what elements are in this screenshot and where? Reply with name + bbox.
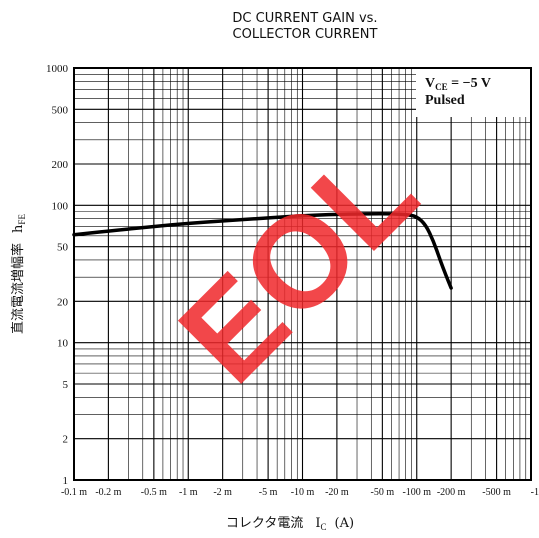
x-tick-label: -100 m bbox=[402, 487, 431, 498]
x-tick-label: -200 m bbox=[437, 487, 466, 498]
y-tick-label: 1000 bbox=[46, 63, 69, 75]
annotation-vce-sub: CE bbox=[435, 82, 448, 92]
y-tick-label: 100 bbox=[52, 200, 69, 212]
annotation-pulsed: Pulsed bbox=[425, 93, 465, 108]
annotation-vce: VCE = −5 V bbox=[425, 76, 491, 92]
grid-major bbox=[73, 68, 531, 481]
x-tick-label: -5 m bbox=[259, 487, 278, 498]
y-tick-label: 20 bbox=[57, 296, 69, 308]
x-axis-label-sub: C bbox=[321, 522, 327, 532]
series-layer bbox=[72, 212, 453, 290]
y-axis-label-text: 直流電流増幅率 bbox=[10, 243, 26, 334]
y-tick-label: 10 bbox=[57, 338, 69, 350]
watermark-eol: EOL bbox=[152, 118, 444, 410]
x-axis-label-symbol: I bbox=[315, 516, 320, 531]
x-tick-label: -0.1 m bbox=[61, 487, 87, 498]
x-tick-label: -50 m bbox=[371, 487, 395, 498]
y-tick-label: 2 bbox=[63, 434, 69, 446]
svg-text:直流電流増幅率hFE: 直流電流増幅率 hFE bbox=[10, 214, 27, 334]
chart-title-line-2: COLLECTOR CURRENT bbox=[233, 27, 378, 42]
x-tick-label: -500 m bbox=[482, 487, 511, 498]
y-axis-label-symbol: h bbox=[11, 224, 26, 233]
y-tick-label: 5 bbox=[63, 379, 69, 391]
y-tick-label: 200 bbox=[52, 159, 69, 171]
chart-title-line-1: DC CURRENT GAIN vs. bbox=[232, 11, 377, 26]
x-tick-label: -10 m bbox=[291, 487, 315, 498]
x-tick-label: -0.5 m bbox=[141, 487, 167, 498]
x-axis-label: コレクタ電流 IC (A) bbox=[226, 516, 354, 532]
annotation-vce-symbol: V bbox=[425, 76, 435, 91]
x-axis-label-text: コレクタ電流 bbox=[226, 516, 303, 531]
x-tick-label: -20 m bbox=[325, 487, 349, 498]
y-axis-label-sub: FE bbox=[17, 214, 27, 225]
annotation-box-frame bbox=[416, 69, 530, 117]
x-axis-label-unit: (A) bbox=[335, 516, 355, 531]
y-tick-label: 50 bbox=[57, 242, 69, 254]
y-axis-label: 直流電流増幅率 hFE bbox=[10, 214, 27, 334]
annotation-box: VCE = −5 V Pulsed bbox=[416, 69, 530, 117]
plot-frame bbox=[73, 67, 532, 481]
y-tick-labels: 1000 500 200 100 50 20 10 5 2 1 bbox=[46, 63, 69, 487]
x-tick-label: -0.2 m bbox=[95, 487, 121, 498]
annotation-vce-value: = −5 V bbox=[448, 76, 491, 91]
x-tick-label: -2 m bbox=[213, 487, 232, 498]
x-tick-labels: -0.1 m -0.2 m -0.5 m -1 m -2 m -5 m -10 m -20 m… bbox=[61, 487, 539, 498]
series-line-hfe bbox=[72, 212, 453, 290]
y-tick-label: 1 bbox=[63, 475, 69, 487]
x-tick-label: -1 bbox=[531, 487, 539, 498]
x-tick-label: -1 m bbox=[179, 487, 198, 498]
chart-title: DC CURRENT GAIN vs. COLLECTOR CURRENT bbox=[232, 11, 377, 42]
y-tick-label: 500 bbox=[52, 104, 69, 116]
